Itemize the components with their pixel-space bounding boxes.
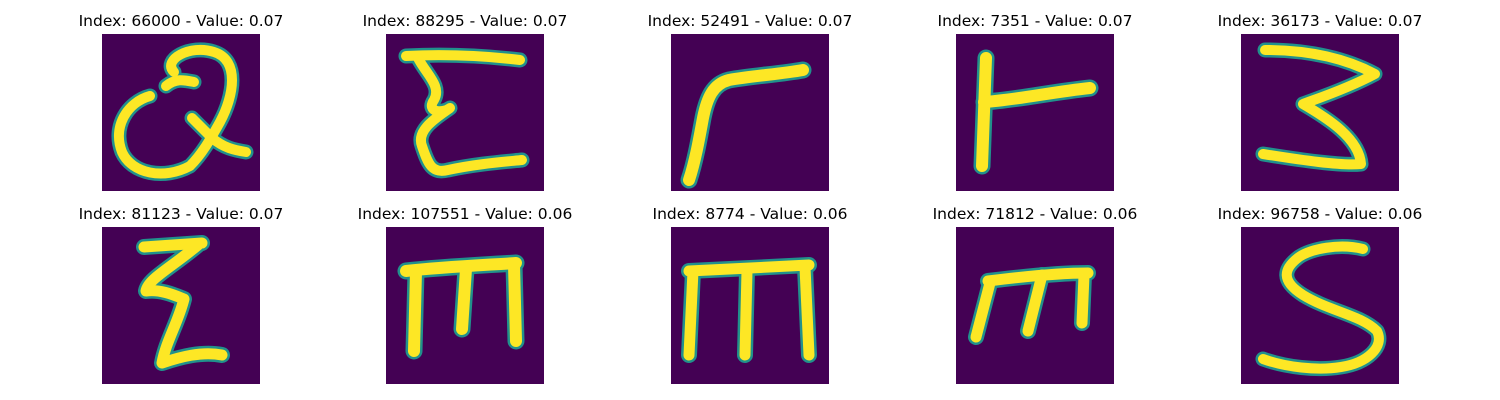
digit-image (1241, 227, 1399, 384)
panel-title: Index: 81123 - Value: 0.07 (78, 205, 284, 223)
digit-image (386, 227, 544, 384)
digit-image (671, 227, 829, 384)
digit-image (1241, 34, 1399, 191)
panel-title: Index: 96758 - Value: 0.06 (1217, 205, 1423, 223)
digit-image (671, 34, 829, 191)
panel-title: Index: 107551 - Value: 0.06 (357, 205, 573, 223)
panel-title: Index: 88295 - Value: 0.07 (362, 12, 568, 30)
digit-image (956, 34, 1114, 191)
digit-image (102, 34, 260, 191)
panel-title: Index: 36173 - Value: 0.07 (1217, 12, 1423, 30)
digit-image (386, 34, 544, 191)
panel-title: Index: 66000 - Value: 0.07 (78, 12, 284, 30)
panel-title: Index: 7351 - Value: 0.07 (937, 12, 1133, 30)
panel-title: Index: 52491 - Value: 0.07 (647, 12, 853, 30)
panel-title: Index: 8774 - Value: 0.06 (652, 205, 848, 223)
digit-image (102, 227, 260, 384)
digit-image (956, 227, 1114, 384)
panel-title: Index: 71812 - Value: 0.06 (932, 205, 1138, 223)
